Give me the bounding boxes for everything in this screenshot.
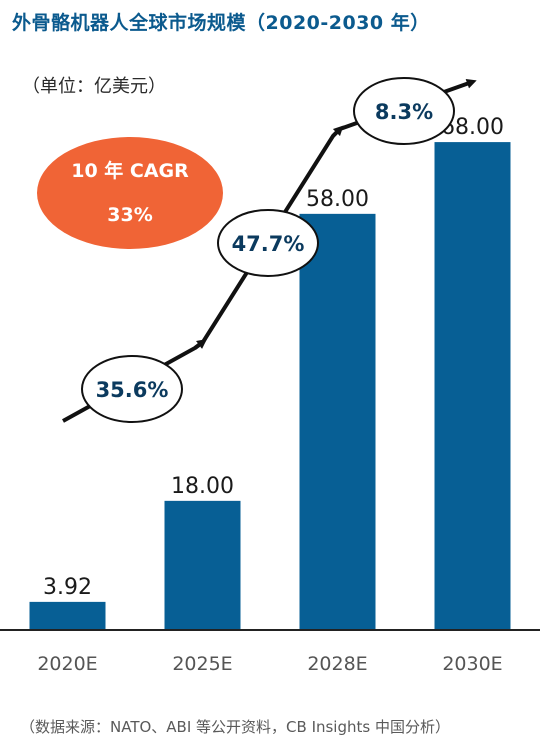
growth-arrow-segment [193, 339, 207, 350]
cagr-label: 10 年 CAGR [71, 159, 189, 182]
cagr-badge: 10 年 CAGR 33% [37, 137, 223, 249]
chart-title: 外骨骼机器人全球市场规模（2020-2030 年） [12, 12, 430, 34]
growth-rate-label: 35.6% [96, 378, 169, 402]
source-note: （数据来源：NATO、ABI 等公开资料，CB Insights 中国分析） [20, 718, 450, 736]
bar-value-label: 58.00 [306, 187, 369, 212]
bar-value-label: 18.00 [171, 474, 234, 499]
cagr-value: 33% [107, 204, 152, 226]
growth-rate-label: 8.3% [375, 100, 433, 124]
bar-value-label: 3.92 [43, 575, 92, 600]
growth-bubble [353, 77, 455, 145]
bar-2030E [434, 142, 511, 630]
x-tick-label: 2028E [307, 653, 367, 675]
x-axis-ticks: 2020E 2025E 2028E 2030E [37, 653, 502, 675]
growth-bubble [217, 209, 319, 277]
growth-bubbles: 35.6% 47.7% 8.3% [81, 77, 455, 423]
x-tick-label: 2020E [37, 653, 97, 675]
unit-note: （单位：亿美元） [22, 76, 166, 97]
bar-2025E [164, 500, 241, 630]
cagr-ellipse [37, 137, 223, 249]
growth-rate-label: 47.7% [232, 232, 305, 256]
bar-2028E [299, 213, 376, 630]
growth-bubble [81, 355, 183, 423]
x-tick-label: 2030E [442, 653, 502, 675]
growth-arrow-segment [331, 125, 344, 138]
x-tick-label: 2025E [172, 653, 232, 675]
bar-2020E [29, 601, 106, 630]
